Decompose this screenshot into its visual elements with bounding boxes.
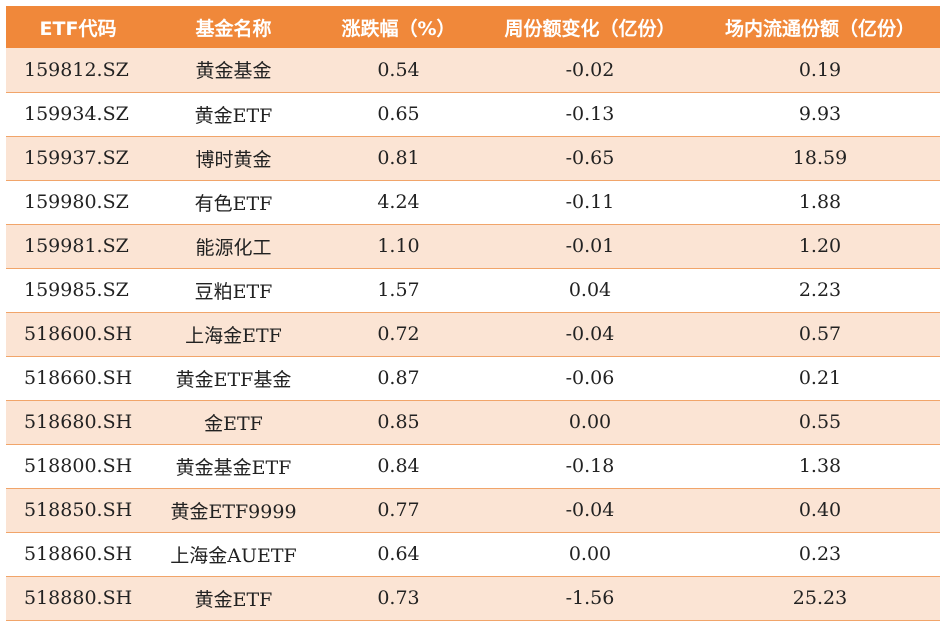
etf-code-cell: 518680.SH	[24, 411, 133, 433]
weekly-share-change-cell: 0.00	[568, 543, 612, 565]
change-pct-cell: 4.24	[377, 191, 420, 213]
fund-name-cell: 黄金基金	[195, 60, 272, 83]
etf-code-cell: 518860.SH	[24, 543, 133, 565]
etf-code-cell: 518880.SH	[24, 587, 133, 609]
circulating-shares-cell: 1.38	[798, 455, 842, 477]
table-row: 159980.SZ 有色ETF 4.24 -0.11 1.88	[6, 180, 940, 224]
header-etf-code: ETF代码	[39, 17, 117, 40]
table-row: 159934.SZ 黄金ETF 0.65 -0.13 9.93	[6, 92, 940, 136]
weekly-share-change-cell: -0.18	[565, 455, 615, 477]
weekly-share-change-cell: -1.56	[565, 587, 615, 609]
etf-code-cell: 159937.SZ	[24, 147, 129, 169]
weekly-share-change-cell: -0.65	[565, 147, 615, 169]
etf-code-cell: 159981.SZ	[24, 235, 129, 257]
circulating-shares-cell: 18.59	[792, 147, 848, 169]
weekly-share-change-cell: 0.04	[568, 279, 612, 301]
table-row: 518660.SH 黄金ETF基金 0.87 -0.06 0.21	[6, 356, 940, 400]
fund-name-cell: 上海金ETF	[185, 324, 282, 347]
table-row: 518800.SH 黄金基金ETF 0.84 -0.18 1.38	[6, 444, 940, 488]
table-row: 159981.SZ 能源化工 1.10 -0.01 1.20	[6, 224, 940, 268]
change-pct-cell: 0.87	[377, 367, 420, 389]
table-row: 159812.SZ 黄金基金 0.54 -0.02 0.19	[6, 48, 940, 92]
table-row: 518850.SH 黄金ETF9999 0.77 -0.04 0.40	[6, 488, 940, 532]
weekly-share-change-cell: 0.00	[568, 411, 612, 433]
fund-name-cell: 能源化工	[195, 236, 272, 259]
weekly-share-change-cell: -0.01	[565, 235, 615, 257]
fund-name-cell: 黄金ETF	[194, 588, 273, 611]
change-pct-cell: 0.64	[377, 543, 420, 565]
weekly-share-change-cell: -0.06	[565, 367, 615, 389]
change-pct-cell: 1.57	[377, 279, 420, 301]
etf-code-cell: 159934.SZ	[24, 103, 129, 125]
change-pct-cell: 0.84	[377, 455, 420, 477]
circulating-shares-cell: 0.40	[798, 499, 842, 521]
header-change-pct: 涨跌幅（%）	[341, 17, 456, 40]
header-weekly-share-change: 周份额变化（亿份）	[504, 17, 676, 40]
weekly-share-change-cell: -0.11	[565, 191, 615, 213]
weekly-share-change-cell: -0.04	[565, 323, 615, 345]
circulating-shares-cell: 0.57	[798, 323, 842, 345]
etf-code-cell: 518850.SH	[24, 499, 133, 521]
change-pct-cell: 0.65	[377, 103, 420, 125]
fund-name-cell: 黄金ETF基金	[175, 368, 292, 391]
circulating-shares-cell: 0.23	[798, 543, 842, 565]
table-row: 518680.SH 金ETF 0.85 0.00 0.55	[6, 400, 940, 444]
fund-name-cell: 金ETF	[204, 412, 263, 435]
fund-name-cell: 博时黄金	[195, 148, 272, 171]
header-row: ETF代码 基金名称 涨跌幅（%） 周份额变化（亿份） 场内流通份额（亿份）	[6, 6, 940, 48]
fund-name-cell: 黄金ETF	[194, 104, 273, 127]
header-fund-name: 基金名称	[195, 17, 272, 40]
change-pct-cell: 1.10	[377, 235, 420, 257]
table-row: 159985.SZ 豆粕ETF 1.57 0.04 2.23	[6, 268, 940, 312]
table-row: 518860.SH 上海金AUETF 0.64 0.00 0.23	[6, 532, 940, 576]
circulating-shares-cell: 0.55	[798, 411, 842, 433]
circulating-shares-cell: 1.20	[798, 235, 842, 257]
etf-code-cell: 518660.SH	[24, 367, 133, 389]
table-header: ETF代码 基金名称 涨跌幅（%） 周份额变化（亿份） 场内流通份额（亿份）	[6, 6, 940, 48]
header-circulating-shares: 场内流通份额（亿份）	[724, 17, 915, 40]
change-pct-cell: 0.54	[377, 58, 420, 81]
circulating-shares-cell: 9.93	[798, 103, 842, 125]
weekly-share-change-cell: -0.13	[565, 103, 615, 125]
change-pct-cell: 0.72	[377, 323, 420, 345]
fund-name-cell: 黄金ETF9999	[170, 500, 297, 523]
etf-code-cell: 518800.SH	[24, 455, 133, 477]
etf-code-cell: 159980.SZ	[24, 191, 129, 213]
table-row: 159937.SZ 博时黄金 0.81 -0.65 18.59	[6, 136, 940, 180]
weekly-share-change-cell: -0.04	[565, 499, 615, 521]
etf-code-cell: 159812.SZ	[24, 58, 129, 81]
change-pct-cell: 0.77	[377, 499, 420, 521]
change-pct-cell: 0.85	[377, 411, 420, 433]
fund-name-cell: 上海金AUETF	[170, 544, 297, 567]
etf-code-cell: 518600.SH	[24, 323, 133, 345]
change-pct-cell: 0.73	[377, 587, 420, 609]
etf-table: ETF代码 基金名称 涨跌幅（%） 周份额变化（亿份） 场内流通份额（亿份） 1…	[6, 6, 940, 621]
circulating-shares-cell: 0.21	[798, 367, 842, 389]
circulating-shares-cell: 0.19	[798, 58, 842, 81]
circulating-shares-cell: 2.23	[798, 279, 842, 301]
circulating-shares-cell: 1.88	[798, 191, 842, 213]
fund-name-cell: 黄金基金ETF	[175, 456, 292, 479]
circulating-shares-cell: 25.23	[792, 587, 848, 609]
table-body: 159812.SZ 黄金基金 0.54 -0.02 0.19 159934.SZ 黄金ETF…	[6, 48, 940, 620]
etf-code-cell: 159985.SZ	[24, 279, 129, 301]
change-pct-cell: 0.81	[377, 147, 420, 169]
fund-name-cell: 有色ETF	[194, 192, 273, 215]
table-row: 518600.SH 上海金ETF 0.72 -0.04 0.57	[6, 312, 940, 356]
etf-table-container: ETF代码 基金名称 涨跌幅（%） 周份额变化（亿份） 场内流通份额（亿份） 1…	[6, 6, 940, 621]
fund-name-cell: 豆粕ETF	[194, 280, 273, 303]
weekly-share-change-cell: -0.02	[565, 58, 615, 81]
table-row: 518880.SH 黄金ETF 0.73 -1.56 25.23	[6, 576, 940, 620]
